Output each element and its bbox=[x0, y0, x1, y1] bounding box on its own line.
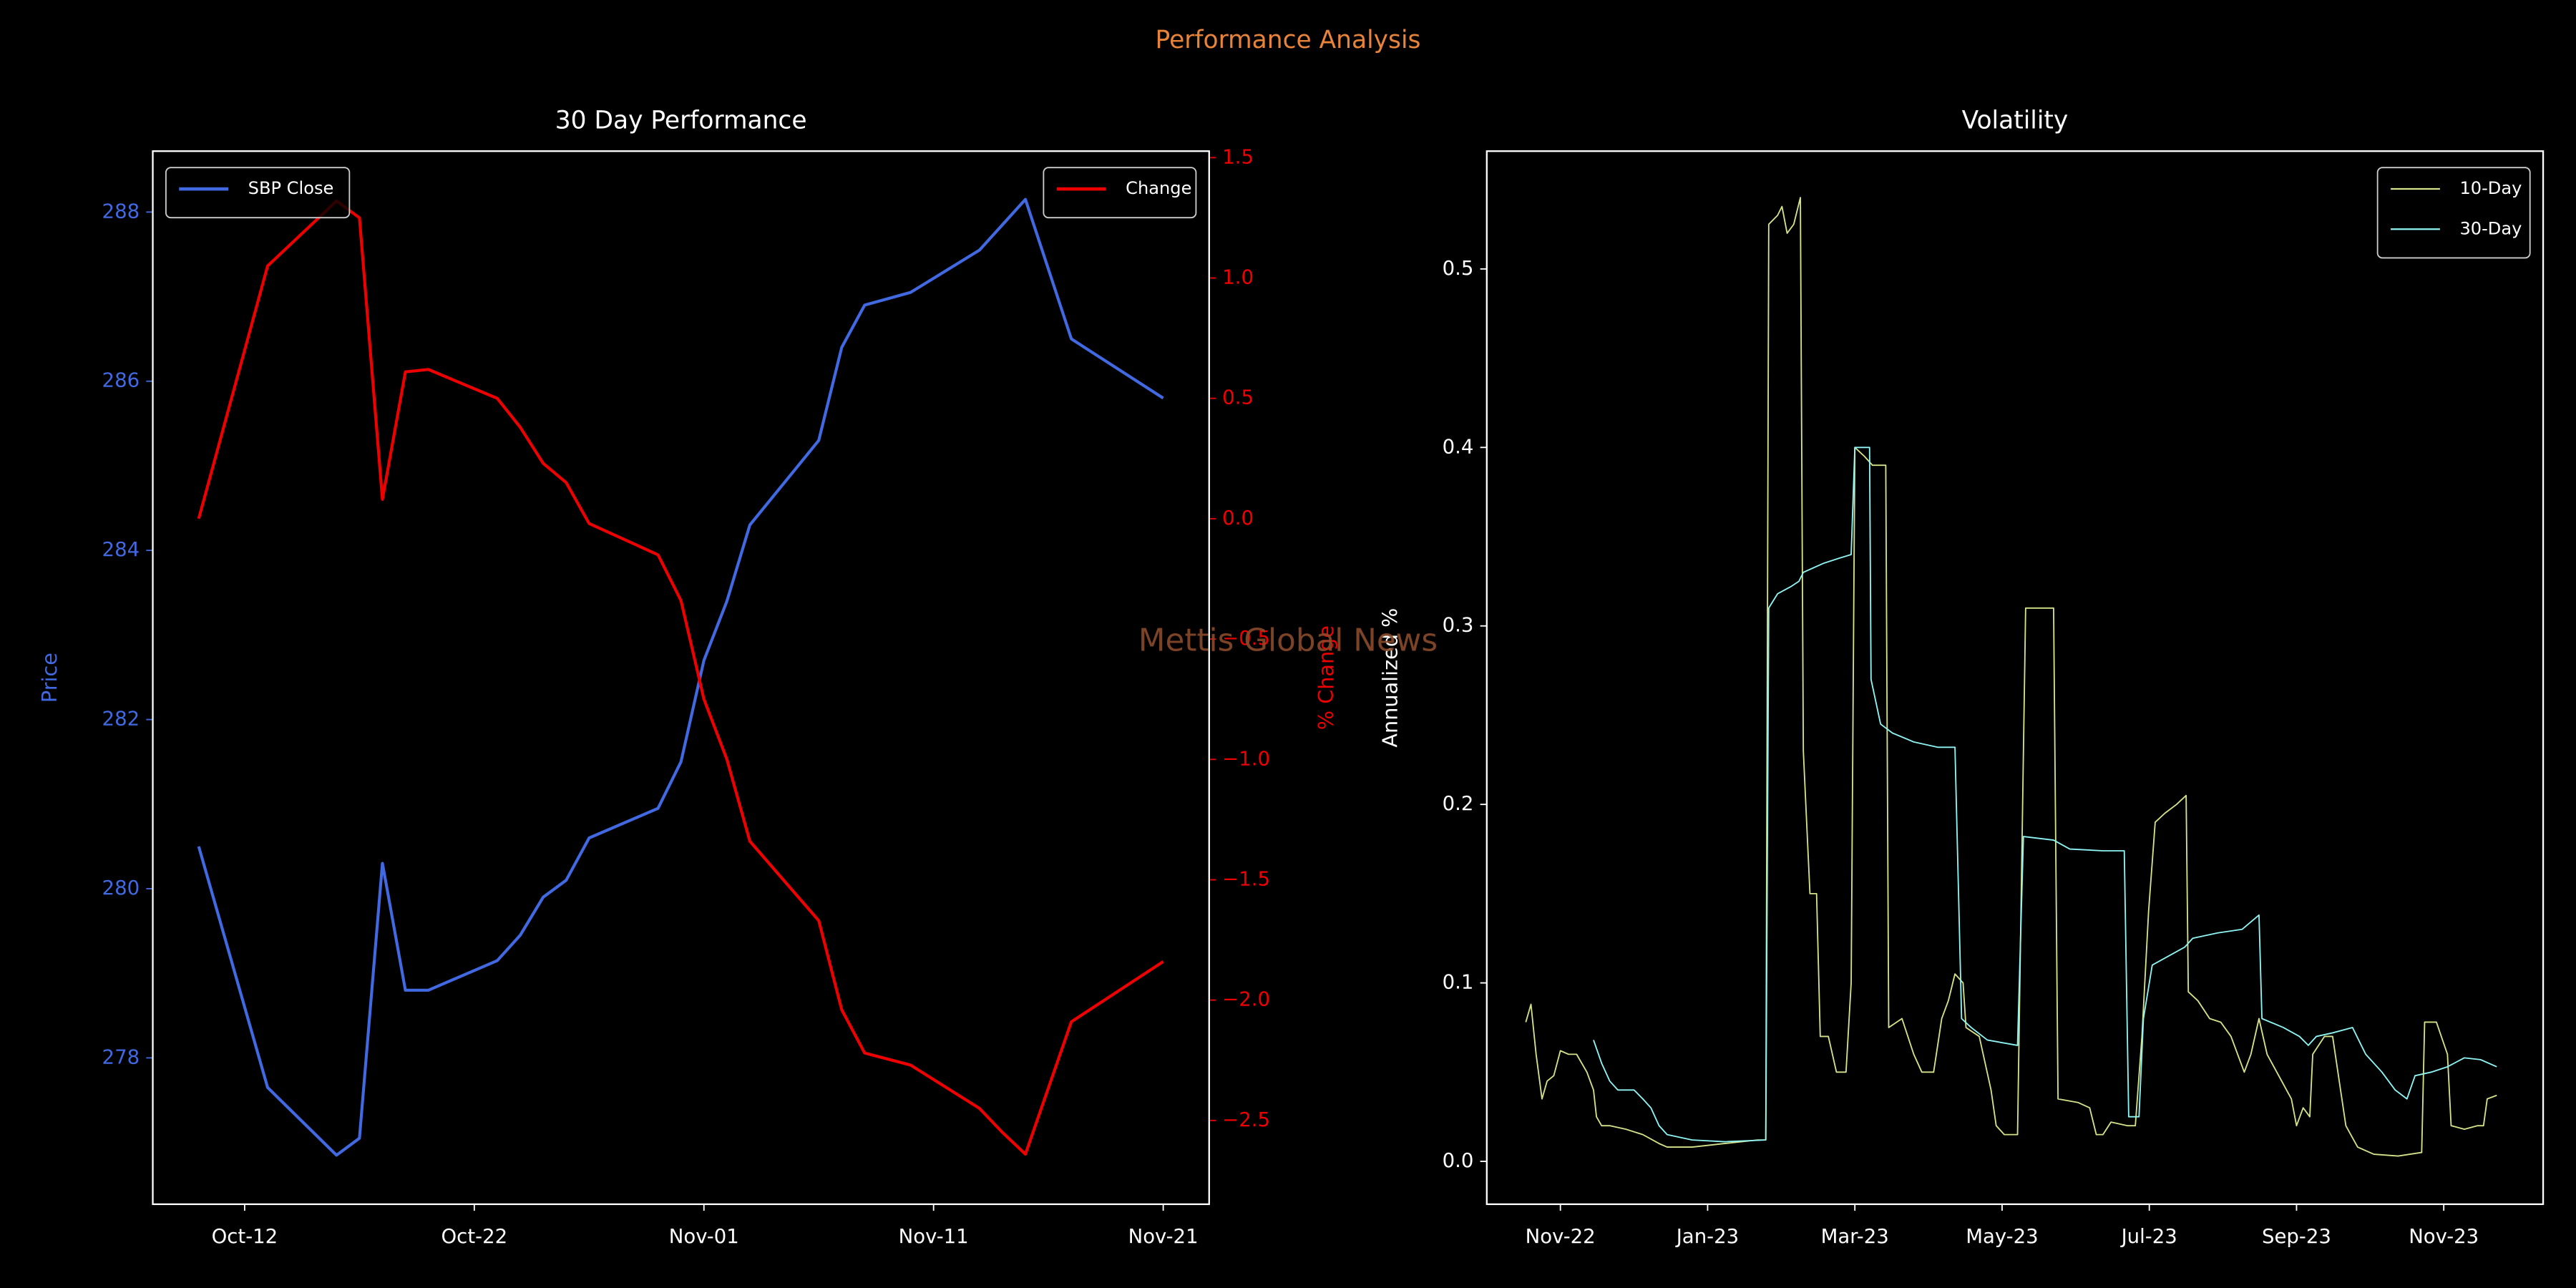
axes-title: Volatility bbox=[1962, 106, 2069, 135]
axes-frame bbox=[152, 150, 1210, 1206]
y-tick-label: 0.3 bbox=[1443, 614, 1474, 637]
x-tick-label: Mar-23 bbox=[1821, 1225, 1889, 1248]
x-tick-label: Nov-23 bbox=[2409, 1225, 2479, 1248]
y2-tick-label: 0.0 bbox=[1222, 507, 1254, 530]
series-line bbox=[197, 197, 1164, 1157]
series-line bbox=[1593, 447, 2497, 1143]
y2-tick-label: −1.0 bbox=[1222, 747, 1270, 770]
y-tick-label: 0.2 bbox=[1443, 792, 1474, 815]
y-axis-label: Annualized % bbox=[1378, 608, 1402, 748]
y-tick-label: 282 bbox=[102, 708, 140, 731]
y-tick-label: 0.4 bbox=[1443, 435, 1474, 458]
y-tick-label: 278 bbox=[102, 1045, 140, 1068]
y2-tick-label: 1.5 bbox=[1222, 145, 1254, 168]
plot-area bbox=[197, 197, 1164, 1157]
figure-title: Performance Analysis bbox=[1156, 26, 1421, 54]
y2-tick-label: −1.5 bbox=[1222, 867, 1270, 890]
legend-box bbox=[2376, 167, 2531, 259]
y2-tick-label: −0.5 bbox=[1222, 627, 1270, 650]
axes-title: 30 Day Performance bbox=[555, 106, 807, 135]
legend-box bbox=[165, 167, 351, 219]
y-tick-label: 286 bbox=[102, 369, 140, 392]
series-line bbox=[1525, 197, 2497, 1157]
series-line bbox=[197, 199, 1164, 1156]
x-tick-label: Nov-11 bbox=[899, 1225, 969, 1248]
legend-box bbox=[1043, 167, 1197, 219]
watermark: Mettis Global News bbox=[1138, 623, 1438, 659]
y2-tick-label: −2.0 bbox=[1222, 988, 1270, 1011]
y-axis-label: Price bbox=[37, 653, 62, 703]
x-tick-label: Oct-12 bbox=[212, 1225, 278, 1248]
legend-label: SBP Close bbox=[248, 178, 334, 198]
x-tick-label: Jul-23 bbox=[2120, 1225, 2177, 1248]
y-tick-label: 0.5 bbox=[1443, 257, 1474, 280]
y-tick-label: 0.1 bbox=[1443, 971, 1474, 994]
x-tick-label: Sep-23 bbox=[2262, 1225, 2331, 1248]
x-tick-label: Nov-21 bbox=[1128, 1225, 1199, 1248]
y-tick-label: 288 bbox=[102, 200, 140, 223]
y2-tick-label: 0.5 bbox=[1222, 386, 1254, 409]
y2-tick-label: 1.0 bbox=[1222, 265, 1254, 288]
legend-label: Change bbox=[1126, 178, 1191, 198]
x-tick-label: Nov-22 bbox=[1526, 1225, 1596, 1248]
x-tick-label: Oct-22 bbox=[441, 1225, 508, 1248]
x-tick-label: May-23 bbox=[1966, 1225, 2038, 1248]
axes-frame bbox=[1485, 150, 2545, 1206]
plot-area bbox=[1525, 197, 2497, 1157]
x-tick-label: Nov-01 bbox=[669, 1225, 739, 1248]
y2-tick-label: −2.5 bbox=[1222, 1108, 1270, 1131]
y-tick-label: 280 bbox=[102, 877, 140, 899]
legend-label: 30-Day bbox=[2459, 218, 2522, 238]
y-tick-label: 284 bbox=[102, 538, 140, 561]
y-tick-label: 0.0 bbox=[1443, 1149, 1474, 1172]
legend-label: 10-Day bbox=[2459, 178, 2522, 198]
y2-axis-label: % Change bbox=[1314, 625, 1338, 730]
x-tick-label: Jan-23 bbox=[1675, 1225, 1739, 1248]
